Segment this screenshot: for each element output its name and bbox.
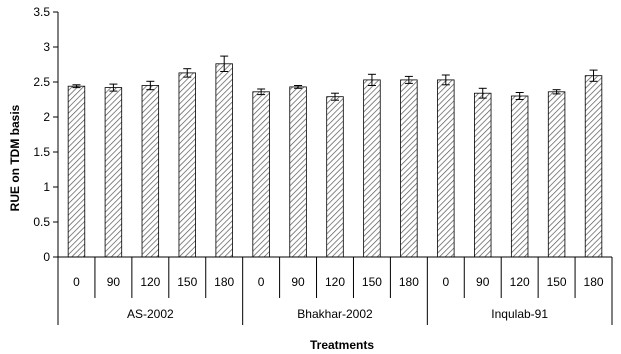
y-axis-label: RUE on TDM basis bbox=[8, 104, 22, 211]
bar bbox=[437, 79, 455, 258]
x-tick-label: 120 bbox=[140, 275, 160, 289]
bar bbox=[363, 79, 381, 258]
y-tick-label: 2.5 bbox=[33, 75, 50, 89]
bar bbox=[326, 96, 344, 258]
y-tick-label: 0.5 bbox=[33, 215, 50, 229]
bar bbox=[178, 72, 196, 258]
y-tick-label: 0 bbox=[43, 250, 50, 264]
y-tick-label: 3 bbox=[43, 40, 50, 54]
x-tick-label: 180 bbox=[214, 275, 234, 289]
x-tick-label: 150 bbox=[547, 275, 567, 289]
x-axis: 0 90 120 150 180 AS-2002 0 90 120 150 180 Bhakhar-2… bbox=[57, 256, 613, 325]
x-tick-label: 90 bbox=[476, 275, 490, 289]
bar bbox=[510, 95, 529, 258]
x-tick-label: 180 bbox=[399, 275, 419, 289]
x-tick-label: 0 bbox=[73, 275, 80, 289]
x-tick-label: 0 bbox=[442, 275, 449, 289]
y-axis-title: RUE on TDM basis bbox=[8, 104, 22, 211]
x-tick-label: 120 bbox=[325, 275, 345, 289]
bar bbox=[252, 91, 270, 258]
y-ticks: 0 0.5 1 1.5 2 2.5 3 3.5 bbox=[33, 5, 59, 264]
y-tick-label: 1 bbox=[43, 180, 50, 194]
x-tick-label: 150 bbox=[177, 275, 197, 289]
x-tick-label: 90 bbox=[107, 275, 121, 289]
y-tick-label: 1.5 bbox=[33, 145, 50, 159]
x-tick-label: 180 bbox=[584, 275, 604, 289]
bar bbox=[215, 63, 233, 258]
error-bars bbox=[72, 55, 598, 101]
bar bbox=[289, 86, 307, 258]
group-label: Inqulab-91 bbox=[491, 307, 548, 321]
y-tick-label: 2 bbox=[43, 110, 50, 124]
x-tick-label: 150 bbox=[362, 275, 382, 289]
x-tick-label: 0 bbox=[258, 275, 265, 289]
group-label: Bhakhar-2002 bbox=[297, 307, 373, 321]
x-axis-label: Treatments bbox=[310, 338, 374, 352]
x-tick-label: 120 bbox=[510, 275, 530, 289]
bar bbox=[104, 87, 123, 258]
bars bbox=[67, 63, 603, 258]
bar bbox=[400, 79, 418, 258]
x-tick-label: 90 bbox=[291, 275, 305, 289]
y-tick-label: 3.5 bbox=[33, 5, 50, 19]
bar bbox=[584, 75, 603, 258]
group-label: AS-2002 bbox=[127, 307, 174, 321]
bar bbox=[67, 85, 86, 258]
bar bbox=[474, 92, 492, 258]
bar bbox=[141, 85, 160, 258]
bar bbox=[547, 91, 566, 258]
